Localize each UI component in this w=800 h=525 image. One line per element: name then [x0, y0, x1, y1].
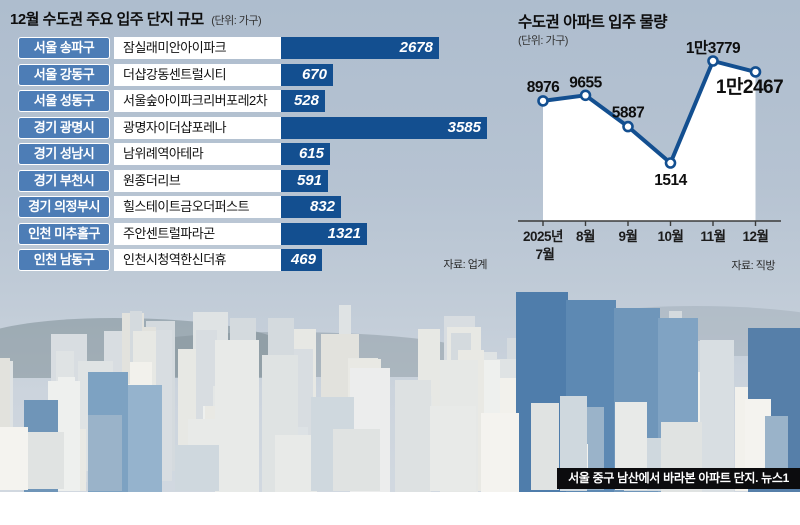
table-row: 서울 성동구 서울숲아이파크리버포레2차 528: [10, 90, 500, 112]
data-point-marker: [707, 55, 719, 67]
apartment-building: [0, 426, 28, 490]
data-point-marker: [664, 157, 677, 169]
bottom-white-strip: [0, 492, 800, 525]
value-bar: 832: [281, 196, 341, 218]
table-row: 경기 성남시 남위례역아테라 615: [10, 143, 500, 165]
region-cell: 서울 강동구: [18, 63, 110, 86]
x-tick-label: 8월: [576, 228, 595, 244]
data-point-marker: [749, 66, 762, 78]
data-point-label: 1만3779: [686, 39, 741, 57]
line-chart-svg: 8976 9655 5887 1514 1만3779 1만2467 2025년 7월 8월 9월 1…: [518, 39, 784, 262]
region-cell: 인천 미추홀구: [18, 222, 110, 245]
apartment-building: [333, 429, 380, 491]
table-row: 서울 강동구 더샵강동센트럴시티 670: [10, 63, 500, 86]
apartment-building: [87, 414, 122, 492]
apartment-building: [25, 431, 65, 490]
data-point-marker: [537, 95, 549, 107]
x-tick-label: 7월: [536, 246, 555, 262]
table-row: 서울 송파구 잠실래미안아이파크 2678: [10, 37, 500, 59]
table-row: 경기 광명시 광명자이더샵포레나 3585: [10, 116, 500, 139]
region-cell: 인천 남동구: [18, 249, 110, 271]
line-series: [541, 59, 758, 165]
table-row: 경기 의정부시 힐스테이트금오더퍼스트 832: [10, 196, 500, 218]
apartment-building: [700, 340, 734, 493]
complex-name-cell: 주안센트럴파라곤: [114, 222, 281, 245]
value-bar: 1321: [281, 222, 367, 245]
apartment-building: [174, 444, 219, 491]
complex-name-cell: 힐스테이트금오더퍼스트: [114, 196, 281, 218]
area-fill: [543, 61, 756, 221]
value-bar: 469: [281, 249, 322, 271]
data-point-marker: [579, 89, 592, 102]
apartment-building: [275, 435, 317, 493]
complex-name-cell: 서울숲아이파크리버포레2차: [114, 90, 281, 112]
complex-name-cell: 남위례역아테라: [114, 143, 281, 165]
right-chart-unit-note: (단위: 가구): [518, 35, 568, 47]
region-cell: 경기 성남시: [18, 143, 110, 165]
apartment-building: [480, 413, 519, 492]
left-chart-title: 12월 수도권 주요 입주 단지 규모 (단위: 가구): [10, 8, 500, 29]
x-tick-label: 12월: [743, 228, 769, 244]
right-chart-title: 수도권 아파트 입주 물량: [518, 14, 668, 31]
data-point-label: 5887: [612, 105, 644, 122]
complex-name-cell: 광명자이더샵포레나: [114, 116, 281, 139]
complex-name-cell: 원종더리브: [114, 169, 281, 192]
left-chart-title-text: 12월 수도권 주요 입주 단지 규모: [10, 11, 204, 28]
data-point-label: 8976: [527, 79, 560, 96]
apartment-building: [531, 403, 559, 491]
region-cell: 서울 성동구: [18, 90, 110, 112]
left-bar-chart: 12월 수도권 주요 입주 단지 규모 (단위: 가구) 서울 송파구 잠실래미안…: [10, 8, 500, 271]
left-chart-source: 자료: 업계: [443, 259, 487, 271]
apartment-building: [0, 358, 11, 487]
x-tick-label: 10월: [658, 228, 684, 244]
complex-name-cell: 잠실래미안아이파크: [114, 37, 281, 59]
data-point-label: 1514: [654, 172, 687, 189]
x-tick-label: 11월: [700, 228, 725, 244]
x-tick-label: 2025년: [523, 229, 563, 244]
value-bar: 528: [281, 90, 325, 112]
data-point-label: 9655: [569, 74, 602, 91]
table-row: 인천 미추홀구 주안센트럴파라곤 1321: [10, 222, 500, 245]
right-chart-source: 자료: 직방: [731, 260, 775, 272]
x-tick-label: 9월: [619, 228, 638, 244]
complex-name-cell: 더샵강동센트럴시티: [114, 63, 281, 86]
region-cell: 경기 부천시: [18, 169, 110, 192]
value-bar: 615: [281, 143, 330, 165]
region-cell: 경기 의정부시: [18, 196, 110, 218]
complex-name-cell: 인천시청역한신더휴: [114, 249, 281, 271]
region-cell: 서울 송파구: [18, 37, 110, 59]
left-chart-unit-note: (단위: 가구): [211, 15, 262, 27]
apartment-building: [429, 406, 476, 491]
apartment-building: [128, 385, 162, 493]
value-bar: 3585: [281, 116, 487, 139]
value-bar: 670: [281, 63, 333, 86]
table-row: 인천 남동구 인천시청역한신더휴 469: [10, 249, 500, 271]
region-cell: 경기 광명시: [18, 116, 110, 139]
value-bar: 2678: [281, 37, 439, 59]
apartment-building: [395, 380, 431, 493]
bar-table-rows: 서울 송파구 잠실래미안아이파크 2678 서울 강동구 더샵강동센트럴시티 670 서울 …: [10, 37, 500, 276]
table-row: 경기 부천시 원종더리브 591: [10, 169, 500, 192]
data-point-marker: [622, 120, 634, 133]
value-bar: 591: [281, 169, 328, 192]
photo-caption: 서울 중구 남산에서 바라본 아파트 단지. 뉴스1: [557, 468, 800, 489]
data-point-label: 1만2467: [716, 76, 783, 98]
